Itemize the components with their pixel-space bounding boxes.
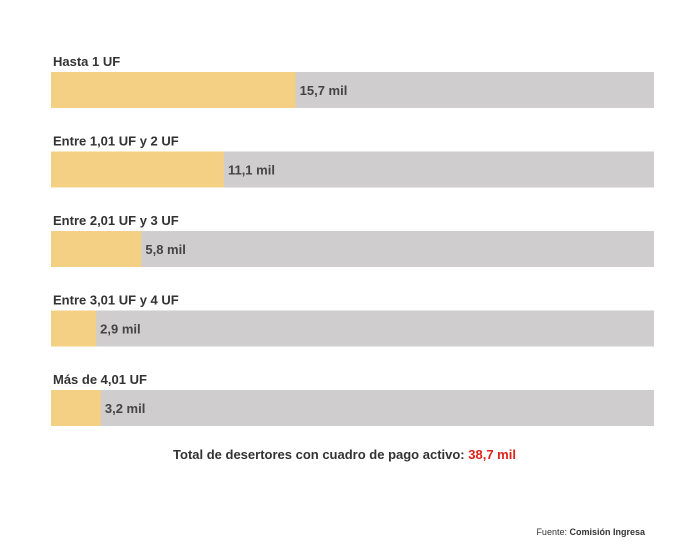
bar xyxy=(51,151,224,188)
total-value: 38,7 mil xyxy=(468,447,516,462)
category-label: Entre 2,01 UF y 3 UF xyxy=(53,213,179,228)
value-label: 3,2 mil xyxy=(105,401,145,416)
bar-row: Más de 4,01 UF 3,2 mil xyxy=(51,372,654,426)
bar xyxy=(51,390,101,426)
bar-row: Entre 1,01 UF y 2 UF 11,1 mil xyxy=(51,134,654,188)
source-prefix: Fuente: xyxy=(536,527,567,537)
source-note: Fuente: Comisión Ingresa xyxy=(536,527,645,537)
bar-track xyxy=(51,310,654,347)
value-label: 5,8 mil xyxy=(145,242,185,257)
bar xyxy=(51,310,97,347)
bar-row: Entre 3,01 UF y 4 UF 2,9 mil xyxy=(51,293,654,347)
bar xyxy=(51,231,142,267)
bar-row: Entre 2,01 UF y 3 UF 5,8 mil xyxy=(51,213,654,267)
value-label: 11,1 mil xyxy=(228,163,275,178)
category-label: Entre 3,01 UF y 4 UF xyxy=(53,293,179,308)
bar xyxy=(51,72,296,108)
bar-track xyxy=(51,231,654,267)
value-label: 2,9 mil xyxy=(100,322,140,337)
value-label: 15,7 mil xyxy=(300,83,348,98)
source-name: Comisión Ingresa xyxy=(569,527,645,537)
bar-track xyxy=(51,390,654,426)
category-label: Hasta 1 UF xyxy=(53,54,120,69)
category-label: Entre 1,01 UF y 2 UF xyxy=(53,134,179,149)
category-label: Más de 4,01 UF xyxy=(53,372,147,387)
bar-row: Hasta 1 UF 15,7 mil xyxy=(51,54,654,108)
total-summary: Total de desertores con cuadro de pago a… xyxy=(0,447,689,462)
total-label: Total de desertores con cuadro de pago a… xyxy=(173,447,465,462)
